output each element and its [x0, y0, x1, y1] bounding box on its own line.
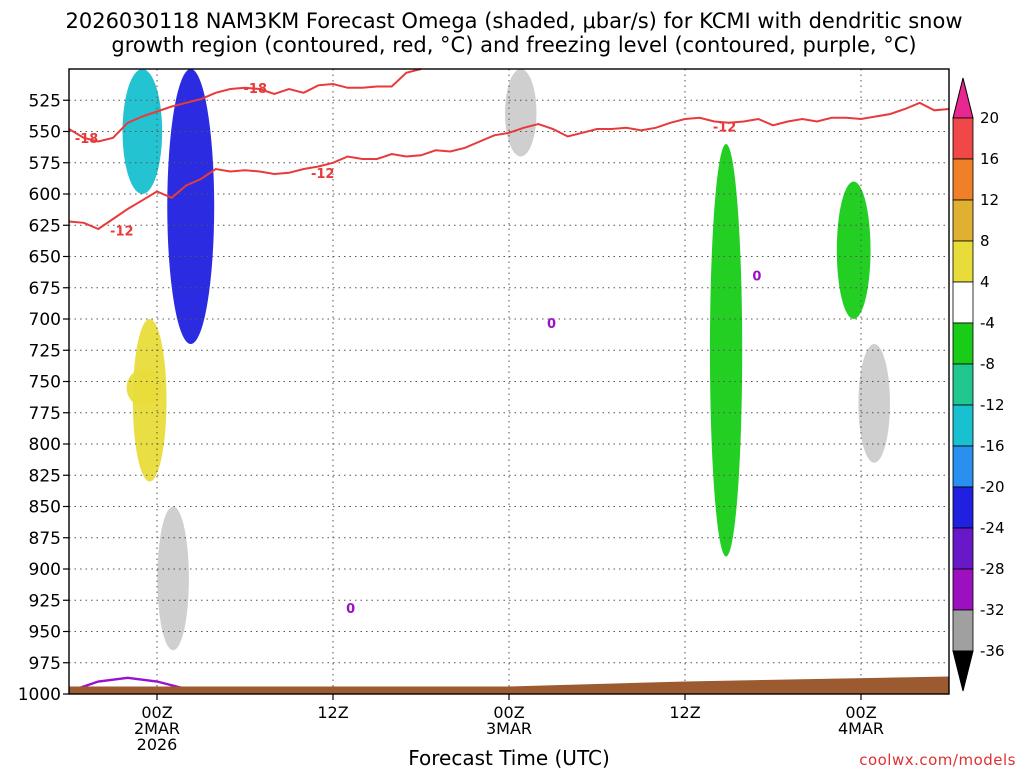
y-tick-label-975: 975 — [29, 654, 61, 674]
y-tick-label-900: 900 — [29, 560, 61, 580]
colorbar-label-4: 4 — [980, 273, 990, 291]
x-tick-label-24-0: 00Z — [141, 703, 172, 722]
omega-cell-up-1 — [122, 69, 163, 194]
y-tick-label-1000: 1000 — [18, 685, 61, 705]
y-tick-label-675: 675 — [29, 279, 61, 299]
x-tick-label-36-0: 12Z — [317, 703, 348, 722]
colorbar-label-6: -8 — [980, 355, 995, 373]
y-tick-label-875: 875 — [29, 529, 61, 549]
y-tick-label-575: 575 — [29, 154, 61, 174]
y-tick-label-850: 850 — [29, 498, 61, 518]
site-credit: coolwx.com/models — [859, 751, 1016, 768]
colorbar-under-triangle — [952, 650, 974, 692]
y-tick-label-925: 925 — [29, 591, 61, 611]
contour-label-2: -12 — [110, 224, 134, 239]
omega-cell-down-8 — [504, 69, 537, 157]
chart-title-line1: 2026030118 NAM3KM Forecast Omega (shaded… — [65, 9, 962, 33]
omega-cell-up-4 — [921, 106, 953, 626]
colorbar-label-7: -12 — [980, 396, 1005, 414]
colorbar-band-5 — [952, 322, 974, 365]
omega-cell-down-9 — [858, 344, 890, 463]
colorbar-band-0 — [952, 117, 974, 160]
colorbar-label-13: -36 — [980, 642, 1005, 660]
colorbar-label-11: -28 — [980, 560, 1005, 578]
x-tick-label-24-1: 2MAR — [134, 719, 180, 738]
grid-lines — [69, 69, 949, 695]
colorbar-label-2: 12 — [980, 191, 999, 209]
colorbar-band-4 — [952, 281, 974, 324]
colorbar-label-12: -32 — [980, 601, 1005, 619]
y-tick-label-725: 725 — [29, 341, 61, 361]
y-tick-label-700: 700 — [29, 310, 61, 330]
y-axis: 525 550 575 600 625 650 675 700 725 750 775 800 825 8… — [18, 91, 69, 705]
y-tick-label-775: 775 — [29, 404, 61, 424]
contour-dendritic-minus18 — [68, 68, 422, 143]
colorbar-band-11 — [952, 568, 974, 611]
y-tick-label-800: 800 — [29, 435, 61, 455]
colorbar-band-1 — [952, 158, 974, 201]
y-tick-label-600: 600 — [29, 185, 61, 205]
contour-label-7: 0 — [346, 602, 355, 617]
colorbar-label-8: -16 — [980, 437, 1005, 455]
contour-label-5: 0 — [547, 317, 556, 332]
contour-label-6: 0 — [752, 269, 761, 284]
x-tick-label-48-1: 3MAR — [486, 719, 532, 738]
colorbar-label-5: -4 — [980, 314, 995, 332]
contour-dendritic-minus12 — [68, 101, 950, 231]
omega-cell-up-0 — [167, 69, 215, 344]
colorbar-label-1: 16 — [980, 150, 999, 168]
y-tick-label-650: 650 — [29, 248, 61, 268]
contour-label-1: -18 — [244, 82, 268, 97]
chart-title-line2: growth region (contoured, red, °C) and f… — [111, 33, 916, 57]
y-tick-label-625: 625 — [29, 216, 61, 236]
colorbar-band-10 — [952, 527, 974, 570]
omega-cell-down-7 — [157, 506, 189, 651]
x-tick-label-72-0: 00Z — [845, 703, 876, 722]
colorbar-label-3: 8 — [980, 232, 990, 250]
omega-shading — [122, 69, 953, 651]
colorbar-label-10: -24 — [980, 519, 1005, 537]
colorbar-band-2 — [952, 199, 974, 242]
colorbar-band-7 — [952, 404, 974, 447]
colorbar-band-12 — [952, 609, 974, 652]
y-tick-label-550: 550 — [29, 123, 61, 143]
colorbar-band-9 — [952, 486, 974, 529]
colorbar-band-6 — [952, 363, 974, 406]
omega-cell-down-6 — [126, 369, 162, 407]
contour-label-3: -12 — [311, 167, 335, 182]
colorbar: 20 16 12 8 4 -4 -8 -12 -16 -20 -24 -28 -32 -36 — [952, 77, 1005, 692]
colorbar-over-triangle — [952, 77, 974, 119]
omega-cell-up-2 — [709, 144, 743, 557]
plot-area: -18 -18 -12 -12 -12 0 0 0 — [68, 68, 953, 695]
x-tick-label-60-0: 12Z — [669, 703, 700, 722]
x-tick-label-24-2: 2026 — [137, 735, 178, 754]
contour-label-0: -18 — [75, 132, 99, 147]
contour-label-4: -12 — [713, 121, 737, 136]
contour-lines: -18 -18 -12 -12 -12 0 0 0 — [68, 68, 950, 694]
colorbar-band-8 — [952, 445, 974, 488]
colorbar-label-9: -20 — [980, 478, 1005, 496]
x-tick-label-48-0: 00Z — [493, 703, 524, 722]
omega-cell-up-3 — [836, 181, 871, 319]
colorbar-label-0: 20 — [980, 109, 999, 127]
y-tick-label-950: 950 — [29, 623, 61, 643]
surface-terrain-fill — [69, 676, 949, 694]
colorbar-band-3 — [952, 240, 974, 283]
y-tick-label-825: 825 — [29, 466, 61, 486]
x-axis-label: Forecast Time (UTC) — [408, 746, 610, 768]
y-tick-label-750: 750 — [29, 373, 61, 393]
x-tick-label-72-1: 4MAR — [838, 719, 884, 738]
y-tick-label-525: 525 — [29, 91, 61, 111]
